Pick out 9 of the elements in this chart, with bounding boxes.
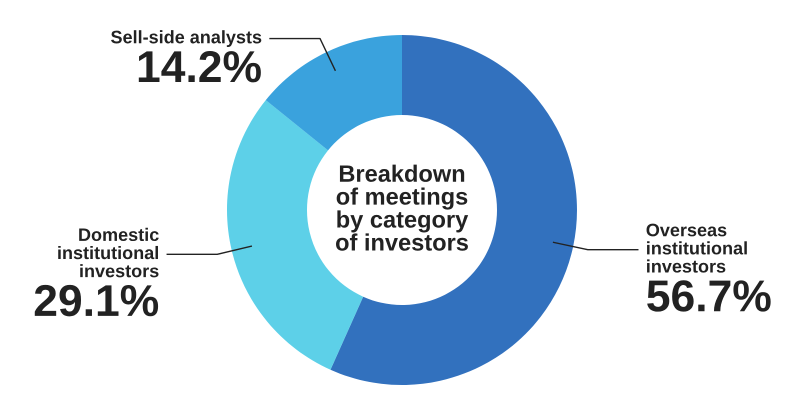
text: Breakdown of meetings by category of investors [336,164,468,251]
slice-label: Overseas institutional investors [646,224,747,273]
donut-slice [266,35,402,150]
slice-label: Domestic institutional investors [58,228,159,278]
donut-slice [330,35,577,385]
data-label: 56.7% [647,280,771,312]
data-label: 29.1% [34,284,158,316]
data-label: 14.2% [138,50,261,82]
slice-label: Sell-side analysts [111,30,262,48]
